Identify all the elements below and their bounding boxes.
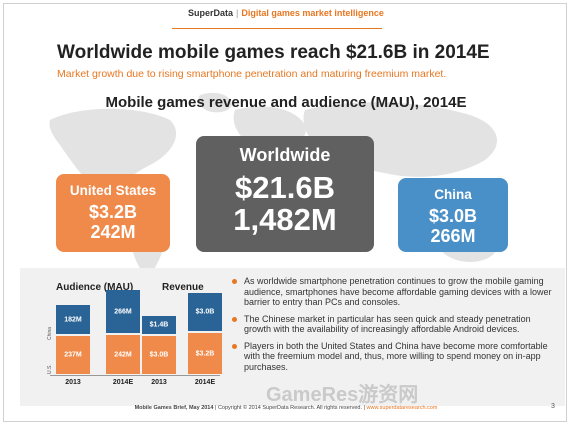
bar-value-label: $3.2B — [195, 350, 215, 357]
audience-chart-title: Audience (MAU) — [56, 282, 134, 293]
bar-segment-us: 237M — [56, 336, 90, 374]
china-audience: 266M — [430, 226, 476, 246]
vertical-label-china: China — [47, 326, 53, 340]
header-separator: | — [236, 8, 239, 18]
slide-subtitle: Market growth due to rising smartphone p… — [57, 68, 447, 80]
section-title: Mobile games revenue and audience (MAU),… — [105, 94, 467, 111]
worldwide-revenue: $21.6B — [235, 170, 335, 205]
china-summary-box: China $3.0B 266M — [398, 178, 508, 252]
x-tick-label: 2014E — [194, 379, 216, 386]
bar-segment-us: $3.2B — [188, 333, 222, 374]
page-number: 3 — [551, 403, 555, 410]
worldwide-audience: 1,482M — [233, 202, 337, 237]
bar-segment-china: $3.0B — [188, 293, 222, 331]
bullet-item: As worldwide smartphone penetration cont… — [230, 276, 552, 308]
slide-frame — [3, 3, 567, 422]
bar-value-label: 237M — [64, 351, 82, 359]
x-tick-label: 2014E — [112, 379, 134, 386]
us-summary-box: United States $3.2B 242M — [56, 174, 170, 252]
china-label: China — [434, 187, 472, 202]
x-tick-label: 2013 — [65, 379, 81, 386]
us-revenue: $3.2B — [88, 202, 138, 222]
x-tick-label: 2013 — [151, 379, 167, 386]
header: SuperData | Digital games market intellige… — [0, 8, 572, 18]
tagline: Digital games market intelligence — [241, 8, 384, 18]
bar-value-label: $3.0B — [149, 351, 169, 359]
brand-name: SuperData — [188, 8, 234, 18]
footer-brief: Mobile Games Brief, May 2014 — [134, 405, 214, 411]
footer-url[interactable]: www.superdataresearch.com — [366, 405, 438, 411]
bar-value-label: 242M — [114, 351, 132, 358]
revenue-chart-title: Revenue — [162, 282, 204, 293]
header-rule — [172, 28, 382, 29]
china-revenue: $3.0B — [428, 206, 478, 226]
bar-value-label: $1.4B — [149, 321, 169, 329]
bullet-item: Players in both the United States and Ch… — [230, 341, 552, 373]
bar-value-label: 182M — [64, 316, 82, 323]
chart-baseline — [50, 375, 220, 376]
bar-segment-us: 242M — [106, 335, 140, 374]
slide-title: Worldwide mobile games reach $21.6B in 2… — [57, 42, 490, 63]
watermark: GameRes游资网 — [266, 384, 419, 406]
us-audience: 242M — [90, 222, 136, 242]
us-label: United States — [69, 183, 157, 198]
vertical-label-us: U.S. — [47, 364, 53, 374]
bar-segment-china: $1.4B — [142, 316, 176, 334]
bar-value-label: $3.0B — [195, 308, 215, 316]
footer-copyright: Copyright © 2014 SuperData Research. All… — [217, 405, 363, 411]
bar-segment-china: 266M — [106, 290, 140, 333]
bullet-list: As worldwide smartphone penetration cont… — [230, 276, 552, 378]
worldwide-label: Worldwide — [239, 145, 331, 165]
footer: Mobile Games Brief, May 2014 | Copyright… — [134, 405, 438, 411]
bullet-item: The Chinese market in particular has see… — [230, 314, 552, 335]
bar-segment-us: $3.0B — [142, 336, 176, 374]
worldwide-summary-box: Worldwide $21.6B 1,482M — [196, 136, 374, 252]
bar-segment-china: 182M — [56, 305, 90, 334]
bar-value-label: 266M — [114, 308, 132, 315]
